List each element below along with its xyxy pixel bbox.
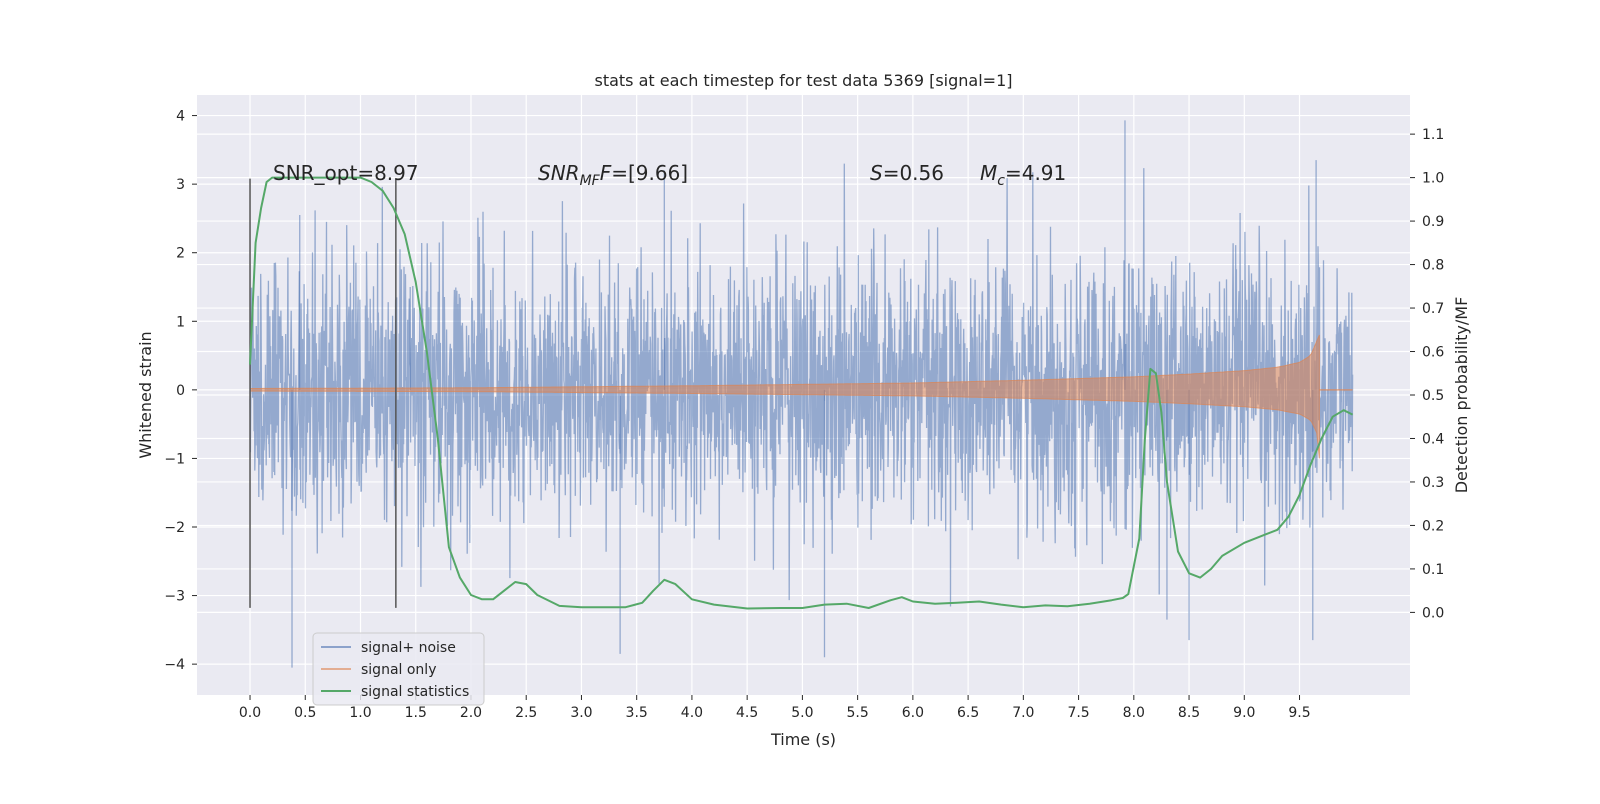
chart-title: stats at each timestep for test data 536…: [594, 71, 1012, 90]
x-tick-label: 6.5: [957, 705, 979, 721]
y-tick-label-right: 0.4: [1422, 431, 1444, 447]
x-tick-label: 4.0: [681, 705, 703, 721]
x-tick-label: 6.0: [902, 705, 924, 721]
legend-box: [312, 632, 485, 706]
y-tick-label-right: 0.9: [1422, 214, 1444, 230]
signal-envelope: [249, 334, 1320, 459]
y-tick-label-right: 1.1: [1422, 127, 1444, 143]
x-tick-label: 9.5: [1288, 705, 1310, 721]
annotation-snr-mf-value: =[9.66]: [611, 161, 688, 185]
y-tick-label-left: −3: [164, 589, 185, 605]
y-tick-label-right: 0.2: [1422, 518, 1444, 534]
series-signal-statistics: [249, 176, 1354, 610]
legend-label-signal-only: signal only: [361, 662, 436, 678]
annotation-mc-sub: c: [997, 173, 1005, 189]
x-tick-label: 1.0: [349, 705, 371, 721]
legend-label-signal-statistics: signal statistics: [361, 684, 469, 700]
y-tick-label-right: 0.0: [1422, 605, 1444, 621]
y-tick-label-left: 2: [176, 246, 185, 262]
x-tick-label: 2.0: [460, 705, 482, 721]
y-tick-label-left: 4: [176, 109, 185, 125]
y-tick-label-left: −1: [164, 451, 185, 467]
annotation-snr-mf: SNRMFF=[9.66]: [538, 161, 688, 189]
annotation-snr-mf-prefix: SNR: [538, 161, 580, 185]
annotation-snr-mf-sub: MF: [580, 173, 601, 189]
annotation-mc-prefix: M: [980, 161, 997, 185]
axes: 0.0 0.5 1.0 1.5 2.0 2.5 3.0 3.5 4.0 4.5 5.0 5.5 6.0 6…: [164, 109, 1444, 721]
x-axis-label: Time (s): [770, 730, 836, 749]
y-tick-label-left: −4: [164, 657, 185, 673]
y-tick-label-left: 1: [176, 314, 185, 330]
annotation-s: S=0.56: [870, 161, 944, 185]
x-tick-label: 8.5: [1178, 705, 1200, 721]
x-tick-label: 4.5: [736, 705, 758, 721]
y-tick-label-right: 0.7: [1422, 301, 1444, 317]
y-tick-label-left: 3: [176, 177, 185, 193]
annotation-s-value: =0.56: [883, 161, 944, 185]
x-tick-label: 7.0: [1012, 705, 1034, 721]
x-tick-label: 5.0: [791, 705, 813, 721]
x-tick-label: 2.5: [515, 705, 537, 721]
x-tick-label: 0.5: [294, 705, 316, 721]
y-tick-label-right: 0.8: [1422, 258, 1444, 274]
annotation-mc: Mc=4.91: [980, 161, 1066, 189]
x-tick-label: 1.5: [405, 705, 427, 721]
annotation-snr-mf-f: F: [600, 161, 612, 185]
series-signal-only: [249, 334, 1353, 459]
y-axis-label-left: Whitened strain: [136, 331, 155, 458]
y-tick-label-right: 0.6: [1422, 345, 1444, 361]
x-tick-label: 3.5: [626, 705, 648, 721]
legend-label-signal-noise: signal+ noise: [361, 640, 456, 656]
x-tick-label: 3.0: [570, 705, 592, 721]
statistics-line: [249, 176, 1354, 610]
x-tick-label: 8.0: [1123, 705, 1145, 721]
y-tick-label-left: −2: [164, 520, 185, 536]
y-tick-label-right: 0.3: [1422, 475, 1444, 491]
annotation-s-prefix: S: [870, 161, 883, 185]
x-tick-label: 0.0: [239, 705, 261, 721]
x-tick-label: 5.5: [846, 705, 868, 721]
y-tick-label-right: 0.1: [1422, 562, 1444, 578]
y-axis-label-right: Detection probability/MF: [1452, 297, 1471, 494]
y-tick-label-right: 0.5: [1422, 388, 1444, 404]
y-tick-label-left: 0: [176, 383, 185, 399]
annotation-mc-value: =4.91: [1005, 161, 1066, 185]
y-tick-label-right: 1.0: [1422, 171, 1444, 187]
x-tick-label: 7.5: [1067, 705, 1089, 721]
vertical-markers: [249, 178, 397, 608]
annotation-snr-opt: SNR_opt=8.97: [273, 161, 419, 185]
legend: signal+ noise signal only signal statist…: [312, 632, 485, 706]
x-tick-label: 9.0: [1233, 705, 1255, 721]
